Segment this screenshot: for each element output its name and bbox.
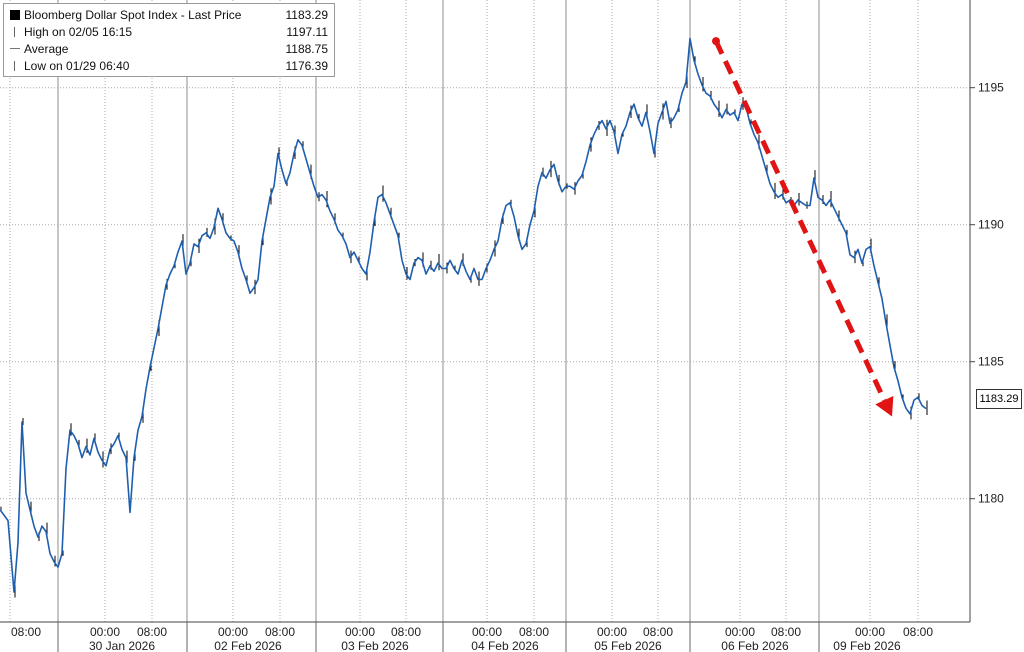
x-tick-label: 08:00: [137, 625, 167, 639]
x-tick-label: 08:00: [519, 625, 549, 639]
legend-high-label: High on 02/05 16:15: [24, 25, 133, 39]
legend-low-value: 1176.39: [285, 59, 329, 73]
day-label: 02 Feb 2026: [214, 639, 282, 652]
x-tick-label: 08:00: [265, 625, 295, 639]
x-tick-label: 08:00: [903, 625, 933, 639]
y-tick-label: 1190: [978, 218, 1004, 232]
legend-row-low: Low on 01/29 06:40 1176.39: [10, 58, 328, 74]
legend-row-last-price: Bloomberg Dollar Spot Index - Last Price…: [10, 7, 328, 23]
y-tick-label: 1185: [978, 355, 1004, 369]
average-line-icon: [10, 48, 20, 49]
chart-legend: Bloomberg Dollar Spot Index - Last Price…: [3, 3, 335, 77]
legend-low-label: Low on 01/29 06:40: [24, 59, 130, 73]
day-label: 04 Feb 2026: [471, 639, 539, 652]
x-tick-label: 00:00: [90, 625, 120, 639]
last-price-tag: 1183.29: [976, 389, 1022, 409]
trend-arrow-head: [875, 396, 894, 417]
x-tick-label: 00:00: [725, 625, 755, 639]
x-tick-label: 08:00: [643, 625, 673, 639]
legend-average-label: Average: [24, 42, 69, 56]
legend-average-value: 1188.75: [285, 42, 329, 56]
x-tick-label: 08:00: [11, 625, 41, 639]
legend-row-high: High on 02/05 16:15 1197.11: [10, 24, 328, 40]
legend-high-value: 1197.11: [286, 25, 328, 39]
x-tick-label: 08:00: [391, 625, 421, 639]
x-tick-label: 00:00: [597, 625, 627, 639]
x-tick-label: 00:00: [218, 625, 248, 639]
y-tick-label: 1180: [978, 492, 1004, 506]
price-series-line: [0, 37, 927, 593]
legend-title: Bloomberg Dollar Spot Index - Last Price: [24, 8, 242, 22]
legend-title-value: 1183.29: [285, 8, 329, 22]
x-tick-label: 00:00: [345, 625, 375, 639]
legend-row-average: Average 1188.75: [10, 41, 328, 57]
x-tick-label: 00:00: [472, 625, 502, 639]
day-label: 06 Feb 2026: [721, 639, 789, 652]
legend-square-icon: [10, 10, 20, 20]
day-label: 09 Feb 2026: [833, 639, 901, 652]
day-label: 03 Feb 2026: [341, 639, 409, 652]
x-tick-label: 08:00: [771, 625, 801, 639]
day-label: 05 Feb 2026: [594, 639, 662, 652]
trend-arrow-shaft: [713, 40, 887, 402]
day-label: 30 Jan 2026: [89, 639, 155, 652]
y-tick-label: 1195: [978, 81, 1004, 95]
low-marker-icon: [14, 61, 15, 71]
high-marker-icon: [14, 27, 15, 37]
x-tick-label: 00:00: [855, 625, 885, 639]
